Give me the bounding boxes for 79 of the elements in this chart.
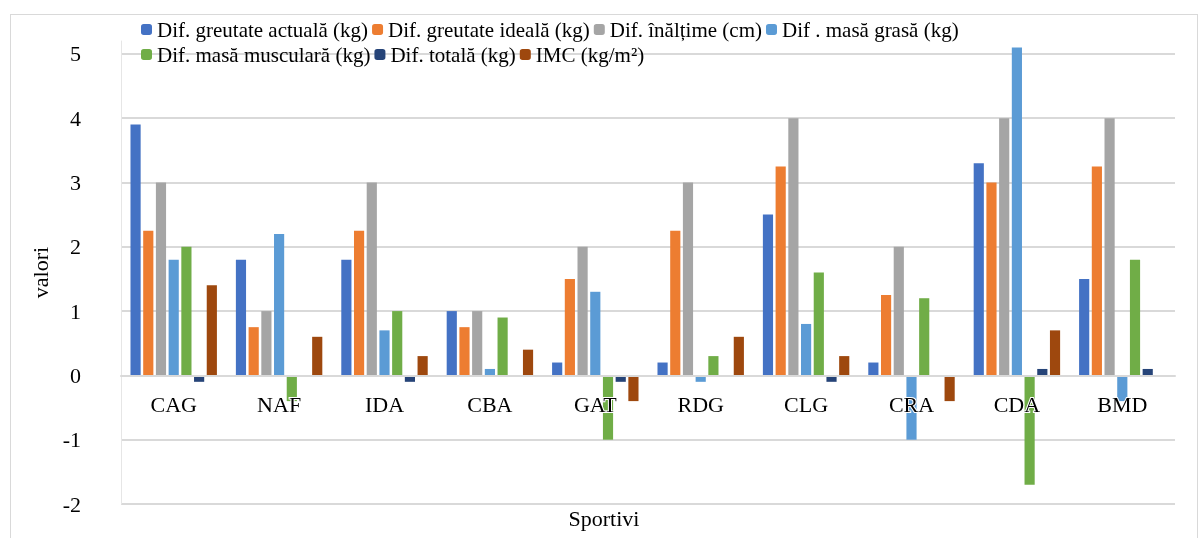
legend-label: Dif. înălțime (cm) <box>609 17 762 42</box>
x-axis-title: Sportivi <box>568 505 640 531</box>
bar <box>366 182 377 376</box>
bar <box>261 311 272 376</box>
y-tick-label: 4 <box>70 105 81 131</box>
y-tick-label: 5 <box>70 41 81 67</box>
bar <box>839 356 850 376</box>
y-tick-label: 3 <box>70 169 81 195</box>
bar <box>379 330 390 376</box>
y-tick-label: 1 <box>70 298 81 324</box>
bar <box>143 230 154 376</box>
x-tick-label: IDA <box>364 391 405 417</box>
bar <box>868 362 879 376</box>
x-tick-label: CAG <box>150 391 198 417</box>
bar <box>274 233 285 376</box>
bar <box>564 278 575 376</box>
bar <box>354 230 365 376</box>
bar <box>497 317 508 376</box>
bar <box>130 124 141 376</box>
bar <box>168 259 179 376</box>
y-axis-title: valori <box>27 246 53 299</box>
x-tick-label: NAF <box>257 391 302 417</box>
legend-label: IMC (kg/m²) <box>535 42 645 67</box>
legend-label: Dif. totală (kg) <box>390 42 516 67</box>
bar <box>893 246 904 376</box>
x-tick-label: RDG <box>677 391 725 417</box>
bar <box>708 356 719 376</box>
bar <box>801 323 812 376</box>
bar <box>1104 118 1115 376</box>
bar <box>155 182 167 376</box>
bar <box>1091 166 1102 376</box>
bar <box>472 311 483 376</box>
bar <box>999 118 1010 376</box>
x-tick-label: CBA <box>467 391 513 417</box>
bar <box>235 259 247 376</box>
legend-label: Dif . masă grasă (kg) <box>781 17 959 42</box>
y-tick-label: 2 <box>70 234 81 260</box>
bar <box>459 327 470 376</box>
bar <box>881 295 892 376</box>
bar <box>682 182 694 376</box>
bar <box>919 298 930 376</box>
bar <box>1079 278 1090 376</box>
bar <box>522 349 534 376</box>
y-tick-label: -1 <box>62 427 81 453</box>
bar <box>552 362 563 376</box>
x-tick-label: BMD <box>1097 391 1148 417</box>
y-tick-label: -2 <box>62 491 81 517</box>
bar <box>775 166 786 376</box>
bar <box>341 259 352 376</box>
bar <box>417 356 428 376</box>
bar <box>577 246 588 376</box>
bar <box>788 118 799 376</box>
bar <box>733 336 744 376</box>
legend-label: Dif. greutate ideală (kg) <box>388 17 590 42</box>
bar <box>1037 368 1048 376</box>
bar <box>484 368 495 376</box>
bar <box>813 272 824 376</box>
bar <box>762 214 774 376</box>
bar <box>628 375 639 402</box>
bar <box>181 246 192 376</box>
bar <box>1142 368 1153 376</box>
legend-label: Dif. masă musculară (kg) <box>157 42 371 67</box>
bar <box>657 362 668 376</box>
bar <box>1049 330 1061 376</box>
bar <box>312 336 323 376</box>
bar <box>590 291 601 376</box>
bar <box>670 230 681 376</box>
bar <box>1129 259 1141 376</box>
bar <box>248 327 259 376</box>
bar <box>206 285 217 376</box>
bar <box>1011 47 1022 376</box>
bar <box>944 375 955 402</box>
bar <box>446 311 457 376</box>
legend-label: Dif. greutate actuală (kg) <box>157 17 369 42</box>
y-tick-label: 0 <box>70 362 81 388</box>
bar <box>392 311 403 376</box>
x-tick-label: CLG <box>784 391 829 417</box>
bar <box>986 182 997 376</box>
bar <box>973 163 984 376</box>
